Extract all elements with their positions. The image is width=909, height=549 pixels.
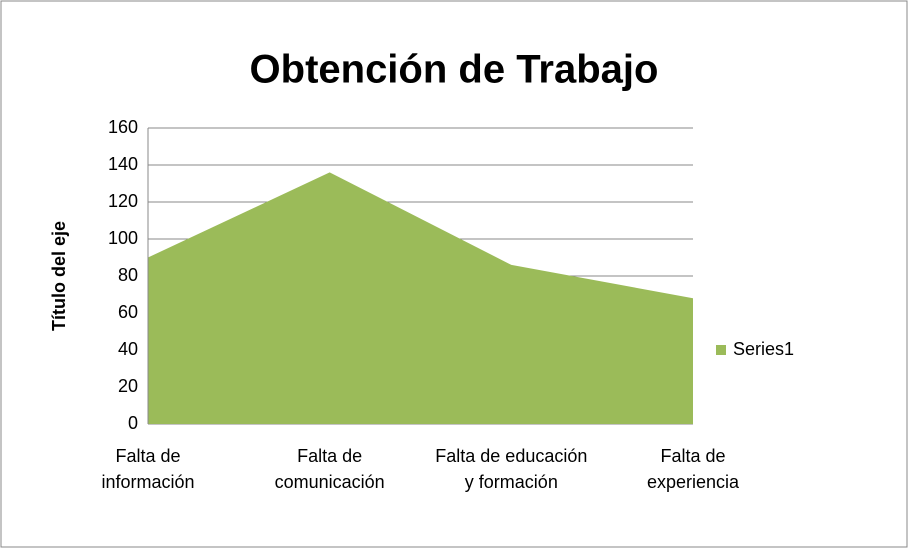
x-tick-label: Falta de educación y formación [435,446,588,492]
y-tick-label: 140 [108,154,138,174]
y-tick-label: 0 [128,413,138,433]
area [148,172,693,424]
legend-swatch [716,345,726,355]
chart-title: Obtención de Trabajo [250,48,659,92]
y-axis-title: Título del eje [49,221,69,331]
x-tick-label: Falta de comunicación [274,446,385,492]
legend-label: Series1 [733,339,794,359]
y-tick-label: 100 [108,228,138,248]
x-tick-label: Falta de experiencia [646,446,740,492]
y-tick-label: 160 [108,117,138,137]
y-tick-label: 80 [118,265,138,285]
y-tick-label: 40 [118,339,138,359]
x-tick-label: Falta de información [101,446,195,492]
y-tick-label: 20 [118,376,138,396]
y-tick-label: 60 [118,302,138,322]
y-tick-label: 120 [108,191,138,211]
